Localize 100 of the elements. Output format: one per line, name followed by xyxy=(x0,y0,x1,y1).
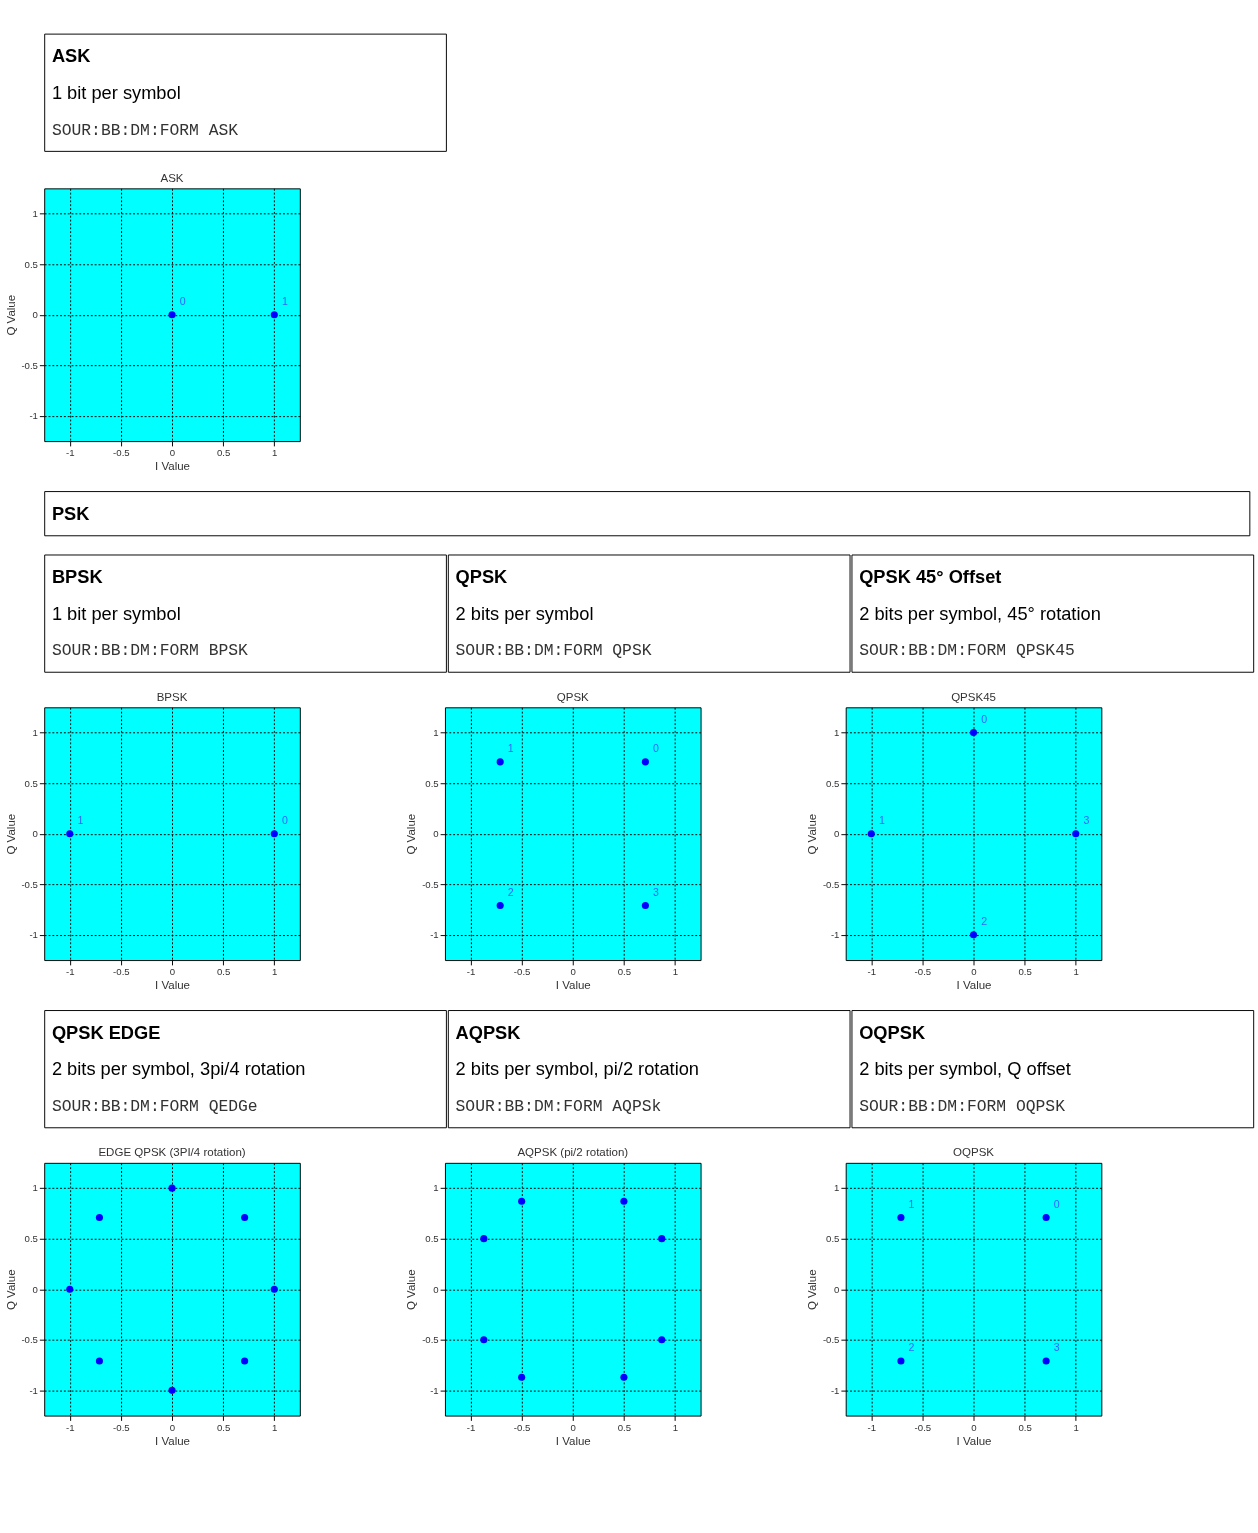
x-tick-label: 1 xyxy=(672,1421,679,1433)
point xyxy=(168,1184,176,1192)
annotation: 1 xyxy=(878,814,885,827)
x-axis-title: I Value xyxy=(956,979,992,992)
chart-title: OQPSK xyxy=(953,1146,995,1159)
x-tick-label: -1 xyxy=(867,965,877,977)
point xyxy=(620,1373,628,1381)
point xyxy=(95,1357,103,1365)
y-tick-label: -0.5 xyxy=(21,878,38,890)
y-tick-label: 1 xyxy=(834,726,840,738)
x-tick-label: 1 xyxy=(272,1421,278,1433)
x-axis-title: I Value xyxy=(555,1434,591,1447)
text: 2 bits per symbol, 45° rotation xyxy=(859,602,1101,624)
x-tick-label: -0.5 xyxy=(513,1421,531,1433)
annotation: 0 xyxy=(281,814,288,827)
chart-title: QPSK45 xyxy=(951,690,996,703)
y-tick-label: 1 xyxy=(32,726,38,738)
x-tick-label: 0.5 xyxy=(617,965,632,977)
text: AQPSK xyxy=(455,1021,522,1043)
x-tick-label: 0 xyxy=(971,965,977,977)
annotation: 0 xyxy=(653,742,660,755)
y-axis-title: Q Value xyxy=(405,813,418,855)
y-tick-label: 0 xyxy=(834,828,840,840)
text: SOUR:BB:DM:FORM QPSK xyxy=(455,641,652,661)
x-tick-label: -0.5 xyxy=(113,1421,130,1433)
y-tick-label: 0.5 xyxy=(826,1233,840,1245)
y-tick-label: -1 xyxy=(29,410,38,422)
y-tick-label: -0.5 xyxy=(21,359,38,371)
text: QPSK EDGE xyxy=(51,1021,161,1043)
text: PSK xyxy=(51,502,91,524)
text: SOUR:BB:DM:FORM OQPSK xyxy=(859,1096,1066,1116)
annotation: 1 xyxy=(507,742,514,755)
y-axis-title: Q Value xyxy=(4,294,17,336)
x-tick-label: 0 xyxy=(169,1421,176,1433)
annotation: 1 xyxy=(908,1197,915,1210)
x-axis-title: I Value xyxy=(155,979,191,992)
text: SOUR:BB:DM:FORM QEDGe xyxy=(51,1096,258,1116)
y-tick-label: 0 xyxy=(433,1283,439,1295)
annotation: 0 xyxy=(1053,1197,1060,1210)
y-tick-label: -1 xyxy=(430,929,439,941)
x-tick-label: -1 xyxy=(466,965,476,977)
y-axis-title: Q Value xyxy=(405,1269,418,1311)
point xyxy=(270,1285,278,1293)
annotation: 0 xyxy=(179,295,186,308)
point xyxy=(620,1197,628,1205)
point xyxy=(1072,830,1080,838)
y-axis-title: Q Value xyxy=(806,1269,819,1311)
y-tick-label: -1 xyxy=(830,929,840,941)
text: 2 bits per symbol, pi/2 rotation xyxy=(455,1058,699,1080)
point xyxy=(658,1235,666,1243)
x-tick-label: 0 xyxy=(570,1421,576,1433)
text: 1 bit per symbol xyxy=(51,602,181,624)
chart-title: QPSK xyxy=(556,690,590,703)
point xyxy=(969,729,978,737)
y-tick-label: 0 xyxy=(32,1283,38,1295)
text: ASK xyxy=(51,45,92,67)
chart-title: BPSK xyxy=(156,690,188,703)
x-tick-label: 1 xyxy=(1073,1421,1079,1433)
x-axis-title: I Value xyxy=(155,1434,191,1447)
y-tick-label: -1 xyxy=(430,1384,439,1396)
x-tick-label: -0.5 xyxy=(513,965,531,977)
annotation: 3 xyxy=(1053,1341,1060,1354)
text: 1 bit per symbol xyxy=(51,81,181,103)
y-tick-label: -0.5 xyxy=(21,1334,38,1346)
x-tick-label: 0.5 xyxy=(216,965,231,977)
x-tick-label: 0 xyxy=(169,447,176,459)
x-tick-label: 0.5 xyxy=(1018,965,1032,977)
x-tick-label: 0.5 xyxy=(617,1421,632,1433)
point xyxy=(168,1386,176,1394)
text: SOUR:BB:DM:FORM QPSK45 xyxy=(859,641,1075,661)
point xyxy=(66,1285,74,1293)
x-tick-label: 0.5 xyxy=(216,1421,231,1433)
x-axis-title: I Value xyxy=(956,1434,992,1447)
x-tick-label: -0.5 xyxy=(113,447,130,459)
point xyxy=(480,1235,488,1243)
chart-title: ASK xyxy=(160,171,184,184)
y-tick-label: 1 xyxy=(32,208,38,219)
y-tick-label: 1 xyxy=(834,1182,840,1194)
y-axis-title: Q Value xyxy=(4,813,17,855)
y-tick-label: -1 xyxy=(29,929,38,941)
x-tick-label: 1 xyxy=(272,965,278,977)
text: 2 bits per symbol, Q offset xyxy=(859,1058,1071,1080)
point xyxy=(480,1336,488,1344)
annotation: 1 xyxy=(77,814,84,827)
text: QPSK xyxy=(455,566,509,588)
text: BPSK xyxy=(51,566,104,588)
y-tick-label: 0.5 xyxy=(826,777,840,789)
x-tick-label: -1 xyxy=(65,965,75,977)
annotation: 2 xyxy=(507,885,514,898)
x-tick-label: -0.5 xyxy=(914,965,932,977)
text: SOUR:BB:DM:FORM AQPSk xyxy=(455,1096,662,1116)
text: SOUR:BB:DM:FORM ASK xyxy=(51,120,239,140)
annotation: 2 xyxy=(908,1341,915,1354)
x-tick-label: 0 xyxy=(169,965,176,977)
chart-title: AQPSK (pi/2 rotation) xyxy=(517,1146,629,1159)
x-tick-label: -1 xyxy=(65,1421,75,1433)
point xyxy=(658,1336,666,1344)
y-tick-label: 0 xyxy=(433,828,439,840)
text: QPSK 45° Offset xyxy=(859,566,1002,588)
y-axis-title: Q Value xyxy=(4,1269,17,1311)
